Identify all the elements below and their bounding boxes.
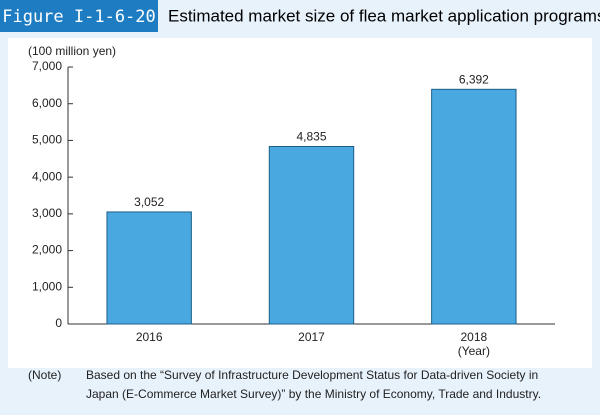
y-tick-label: 2,000	[32, 243, 62, 257]
y-tick-label: 1,000	[32, 279, 62, 293]
value-label: 6,392	[459, 72, 489, 86]
y-axis-label: (100 million yen)	[28, 44, 116, 58]
value-label: 4,835	[296, 130, 326, 144]
y-tick-label: 6,000	[32, 96, 62, 110]
y-tick-label: 0	[55, 316, 62, 330]
x-tick-label: 2016	[136, 330, 163, 344]
bar	[431, 88, 517, 325]
y-tick-label: 3,000	[32, 206, 62, 220]
note-line: Based on the “Survey of Infrastructure D…	[86, 368, 538, 382]
x-axis-label: (Year)	[458, 344, 490, 358]
value-label: 3,052	[134, 195, 164, 209]
bar	[268, 145, 355, 325]
figure-label-box	[0, 0, 158, 32]
figure-label: Figure I-1-6-20	[2, 7, 156, 27]
y-tick-label: 5,000	[32, 133, 62, 147]
x-tick-label: 2017	[298, 330, 325, 344]
y-tick-label: 4,000	[32, 169, 62, 183]
bar	[106, 211, 192, 325]
note-line: Japan (E-Commerce Market Survey)” by the…	[86, 387, 541, 401]
x-tick-label: 2018	[460, 330, 487, 344]
note-label: (Note)	[28, 368, 61, 382]
chart-title: Estimated market size of flea market app…	[168, 6, 600, 25]
y-tick-label: 7,000	[32, 59, 62, 73]
